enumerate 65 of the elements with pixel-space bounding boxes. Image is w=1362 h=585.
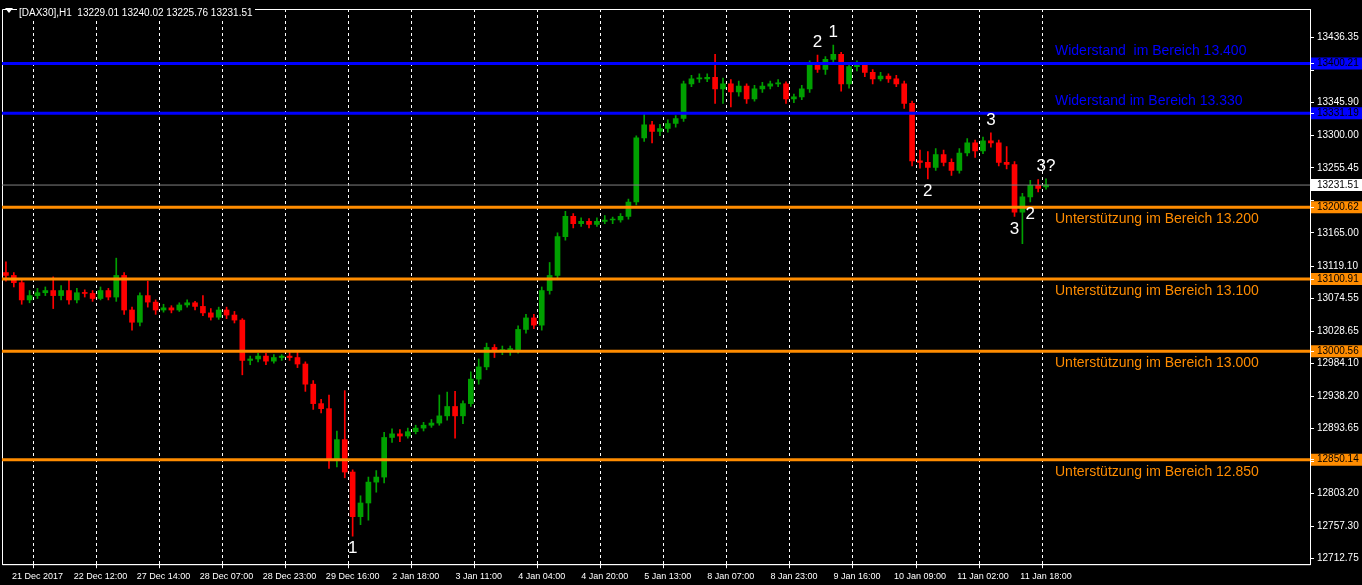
y-tick-label: 12893.65: [1317, 422, 1360, 434]
x-tick-label: 4 Jan 20:00: [581, 571, 629, 582]
x-tick-label: 11 Jan 02:00: [957, 571, 1009, 582]
x-tick-label: 3 Jan 11:00: [455, 571, 502, 582]
candlestick: [436, 394, 443, 426]
candlestick: [704, 73, 711, 83]
y-tick-label: 12938.20: [1317, 390, 1360, 402]
y-tick-label: 13255.45: [1317, 161, 1360, 173]
ref-line-label: Widerstand im Bereich 13.400: [1055, 42, 1247, 59]
y-tick-label: 13100.91: [1317, 272, 1360, 284]
annotation: 1: [828, 22, 839, 42]
y-tick-label: 13331.19: [1317, 107, 1360, 119]
y-tick-label: 13074.55: [1317, 291, 1360, 303]
candlestick: [389, 428, 395, 443]
candlestick: [917, 149, 923, 169]
y-tick-label: 13436.35: [1317, 31, 1360, 43]
y-tick-label: 13165.00: [1317, 226, 1360, 238]
candlestick: [925, 151, 931, 180]
annotation: 1: [347, 538, 358, 558]
x-tick-label: 8 Jan 07:00: [707, 571, 755, 582]
candlestick: [278, 354, 285, 361]
candlestick: [373, 470, 380, 493]
y-tick-label: 12712.75: [1317, 552, 1360, 564]
x-tick-label: 8 Jan 23:00: [770, 571, 818, 582]
ref-line-label: Unterstützung im Bereich 12.850: [1055, 462, 1260, 479]
x-tick-label: 4 Jan 04:00: [518, 571, 566, 582]
x-tick-label: 10 Jan 09:00: [893, 571, 946, 582]
ref-line-label: Unterstützung im Bereich 13.200: [1055, 210, 1260, 227]
candlestick: [452, 391, 458, 439]
annotation: 2: [923, 181, 933, 201]
candlestick: [720, 77, 726, 104]
ref-line-label: Unterstützung im Bereich 13.100: [1055, 281, 1260, 298]
annotation: 3: [1009, 218, 1020, 238]
y-tick-label: 13300.00: [1317, 129, 1360, 141]
x-tick-label: 21 Dec 2017: [11, 571, 63, 582]
y-tick-label: 13400.21: [1317, 57, 1360, 69]
x-tick-label: 9 Jan 16:00: [833, 571, 881, 582]
y-tick-label: 12803.20: [1317, 487, 1360, 499]
chart-title: [DAX30],H1 13229.01 13240.02 13225.76 13231.51: [17, 7, 255, 18]
ref-line-label: Widerstand im Bereich 13.330: [1055, 92, 1243, 109]
y-tick-label: 13000.56: [1317, 345, 1360, 357]
x-tick-label: 29 Dec 16:00: [325, 571, 380, 582]
candlestick: [988, 132, 994, 148]
annotation: 2: [1025, 204, 1036, 224]
y-tick-label: 13028.65: [1317, 324, 1360, 336]
x-tick-label: 2 Jan 18:00: [392, 571, 440, 582]
annotation: 3: [986, 110, 996, 130]
candlestick: [247, 355, 254, 366]
annotation: 2: [812, 32, 823, 52]
x-tick-label: 28 Dec 07:00: [199, 571, 254, 582]
y-tick-label: 13119.10: [1317, 259, 1359, 271]
candlestick: [601, 215, 608, 224]
x-tick-label: 27 Dec 14:00: [136, 571, 191, 582]
y-tick-label: 13231.51: [1317, 178, 1360, 190]
y-tick-label: 12850.14: [1317, 453, 1360, 465]
y-tick-label: 13200.62: [1317, 201, 1360, 213]
x-tick-label: 22 Dec 12:00: [73, 571, 128, 582]
ref-line-label: Unterstützung im Bereich 13.000: [1055, 354, 1260, 371]
y-tick-label: 12984.10: [1317, 356, 1360, 368]
annotation: 3?: [1036, 156, 1056, 176]
y-tick-label: 13345.90: [1317, 96, 1360, 108]
y-tick-label: 12757.30: [1317, 520, 1360, 532]
x-tick-label: 11 Jan 18:00: [1020, 571, 1072, 582]
x-tick-label: 5 Jan 13:00: [644, 571, 692, 582]
x-tick-label: 28 Dec 23:00: [262, 571, 317, 582]
